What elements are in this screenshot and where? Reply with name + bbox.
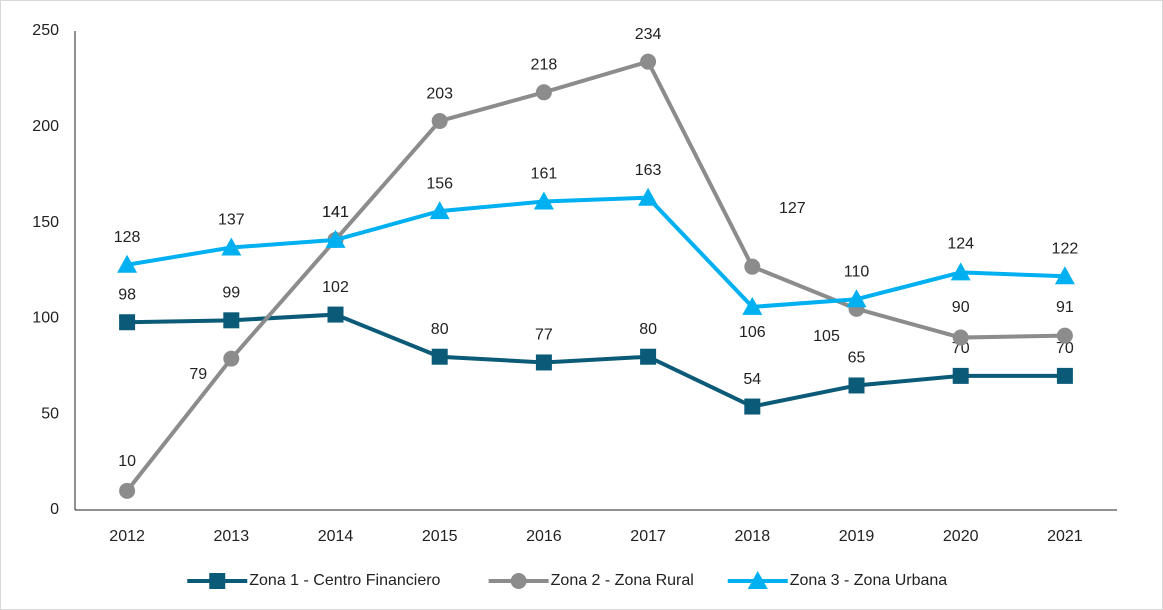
x-tick-label: 2017 xyxy=(630,528,666,545)
data-label: 99 xyxy=(222,285,240,302)
marker xyxy=(952,367,969,384)
legend-label: Zona 2 - Zona Rural xyxy=(551,572,694,589)
data-label: 234 xyxy=(635,26,662,43)
data-label: 141 xyxy=(322,204,349,221)
y-tick-label: 100 xyxy=(32,310,59,327)
data-label: 102 xyxy=(322,279,349,296)
x-tick-label: 2015 xyxy=(422,528,458,545)
marker xyxy=(952,329,969,346)
data-label: 137 xyxy=(218,212,245,229)
y-tick-label: 200 xyxy=(32,118,59,135)
series: 10 79 141 203 218 234 127 105 90 91 xyxy=(118,26,1074,499)
marker xyxy=(533,191,554,210)
y-tick-label: 0 xyxy=(50,501,59,518)
data-label: 156 xyxy=(426,175,453,192)
data-label: 141 xyxy=(322,204,349,221)
marker xyxy=(848,377,865,394)
y-tick-label: 250 xyxy=(32,22,59,39)
data-label: 91 xyxy=(1056,299,1074,316)
marker xyxy=(431,113,448,130)
data-label: 98 xyxy=(118,286,136,303)
marker xyxy=(209,573,226,589)
legend-item: Zona 2 - Zona Rural xyxy=(488,572,694,589)
marker xyxy=(1054,266,1075,285)
data-label: 106 xyxy=(739,324,766,341)
x-tick-label: 2016 xyxy=(526,528,562,545)
data-label: 163 xyxy=(635,162,662,179)
line xyxy=(126,195,1065,309)
data-label: 122 xyxy=(1052,240,1079,257)
marker xyxy=(223,350,240,367)
data-label: 70 xyxy=(1056,340,1074,357)
data-label: 54 xyxy=(743,371,761,388)
series: 128 137 141 156 161 163 106 110 124 122 xyxy=(114,162,1079,341)
marker xyxy=(119,482,136,499)
marker xyxy=(535,84,552,101)
legend-item: Zona 1 - Centro Financiero xyxy=(187,572,441,589)
data-label: 161 xyxy=(531,166,558,183)
marker xyxy=(744,258,761,275)
marker xyxy=(742,296,763,315)
marker xyxy=(744,398,761,415)
data-label: 80 xyxy=(639,321,657,338)
data-label: 124 xyxy=(947,236,974,253)
data-label: 77 xyxy=(535,327,553,344)
line xyxy=(125,59,1065,493)
data-label: 105 xyxy=(813,328,840,345)
data-label: 65 xyxy=(848,350,866,367)
marker xyxy=(325,229,346,248)
x-tick-label: 2013 xyxy=(214,528,250,545)
x-tick-label: 2012 xyxy=(109,528,145,545)
data-label: 79 xyxy=(189,366,207,383)
legend-item: Zona 3 - Zona Urbana xyxy=(727,571,948,589)
marker xyxy=(638,187,659,206)
line xyxy=(127,312,1065,409)
x-tick-label: 2021 xyxy=(1047,528,1083,545)
marker xyxy=(327,306,344,323)
x-tick-label: 2019 xyxy=(839,528,875,545)
y-tick-label: 50 xyxy=(41,405,59,422)
data-label: 90 xyxy=(952,299,970,316)
legend-label: Zona 1 - Centro Financiero xyxy=(249,572,440,589)
marker xyxy=(640,53,657,70)
marker xyxy=(221,237,242,256)
marker xyxy=(1056,327,1073,344)
marker xyxy=(1056,367,1073,384)
marker xyxy=(535,354,552,371)
marker xyxy=(429,201,450,220)
data-label: 110 xyxy=(844,263,870,280)
marker xyxy=(223,312,240,329)
marker xyxy=(950,262,971,281)
data-label: 80 xyxy=(431,321,449,338)
data-label: 127 xyxy=(779,200,806,217)
data-label: 218 xyxy=(531,57,558,74)
marker xyxy=(431,348,448,365)
data-label: 70 xyxy=(952,340,970,357)
marker xyxy=(117,254,138,273)
data-label: 10 xyxy=(118,453,136,470)
marker xyxy=(846,289,867,308)
marker xyxy=(640,348,657,365)
marker xyxy=(510,573,527,589)
data-label: 128 xyxy=(114,229,141,246)
x-tick-label: 2020 xyxy=(943,528,979,545)
marker xyxy=(747,571,768,589)
x-tick-label: 2014 xyxy=(318,528,354,545)
y-tick-label: 150 xyxy=(32,214,59,231)
legend-label: Zona 3 - Zona Urbana xyxy=(790,572,948,589)
data-label: 203 xyxy=(426,85,453,102)
x-tick-label: 2018 xyxy=(735,528,771,545)
series: 98 99 102 80 77 80 54 65 70 70 xyxy=(118,279,1074,415)
marker xyxy=(119,314,136,331)
